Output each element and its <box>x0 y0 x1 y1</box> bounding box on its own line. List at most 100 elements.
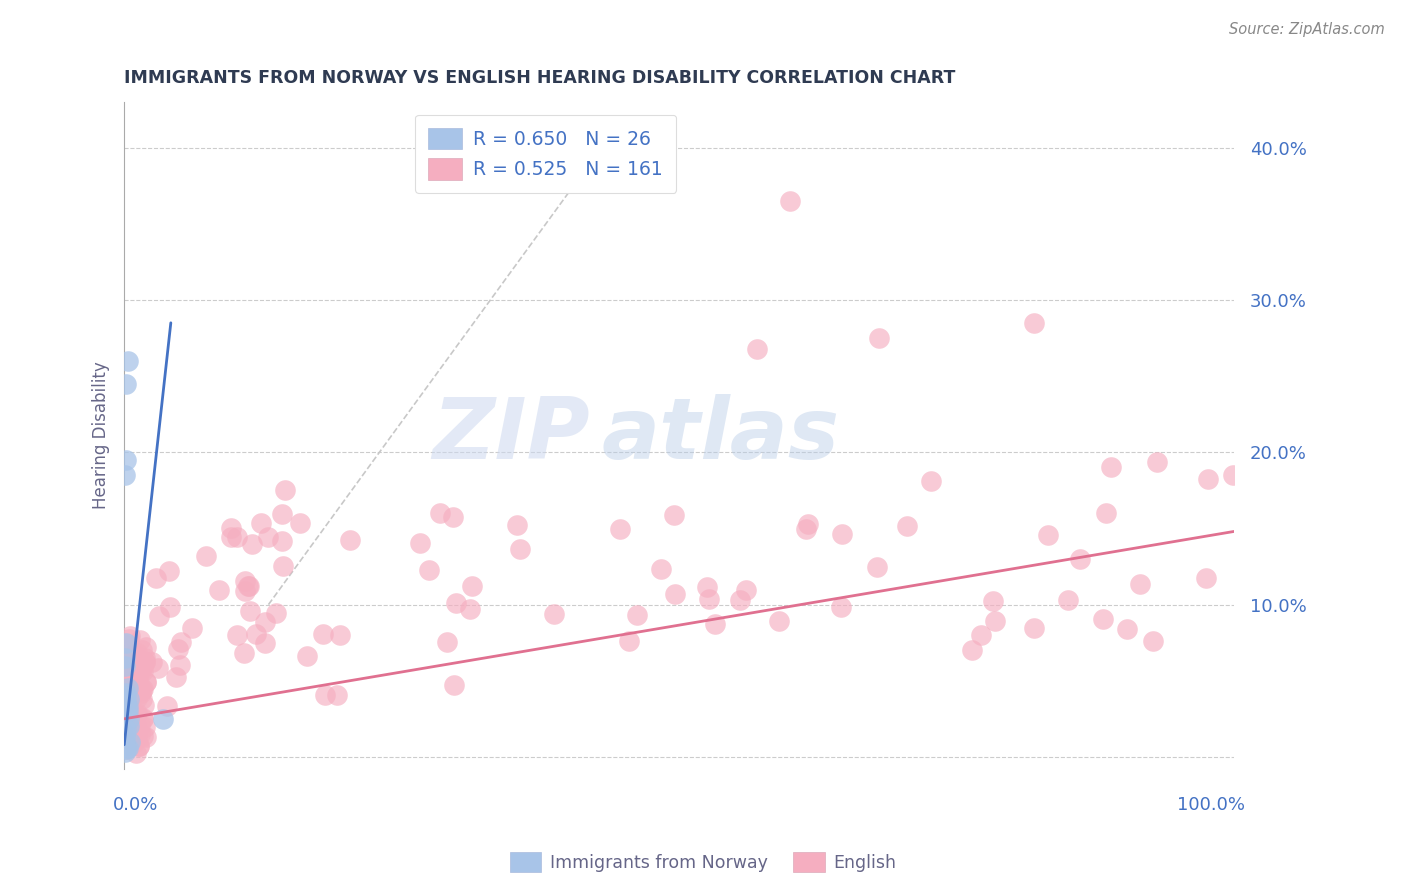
Point <box>446 596 468 610</box>
Point <box>120 629 142 643</box>
Point <box>118 653 141 667</box>
Point <box>120 724 142 739</box>
Point <box>253 636 276 650</box>
Point <box>219 521 242 535</box>
Point <box>796 516 818 531</box>
Point <box>920 474 942 488</box>
Point <box>132 681 155 696</box>
Point <box>117 704 139 718</box>
Point <box>121 713 143 727</box>
Point <box>114 735 136 749</box>
Point <box>865 560 887 574</box>
Point <box>121 736 143 750</box>
Point <box>461 579 484 593</box>
Point <box>125 719 148 733</box>
Legend: R = 0.650   N = 26, R = 0.525   N = 161: R = 0.650 N = 26, R = 0.525 N = 161 <box>415 115 676 193</box>
Point <box>132 664 155 678</box>
Point <box>626 607 648 622</box>
Point <box>650 562 672 576</box>
Point <box>115 635 138 649</box>
Point <box>1116 622 1139 636</box>
Point <box>124 732 146 747</box>
Point <box>181 621 204 635</box>
Point <box>169 658 191 673</box>
Point <box>135 730 157 744</box>
Point <box>124 665 146 680</box>
Text: ZIP: ZIP <box>433 394 591 477</box>
Point <box>1129 576 1152 591</box>
Point <box>314 688 336 702</box>
Point <box>326 688 349 702</box>
Point <box>117 706 139 720</box>
Point <box>117 699 139 714</box>
Point <box>148 609 170 624</box>
Point <box>970 627 993 641</box>
Point <box>157 564 180 578</box>
Point <box>120 674 142 689</box>
Point <box>768 615 790 629</box>
Point <box>238 604 260 618</box>
Point <box>129 727 152 741</box>
Point <box>233 574 256 588</box>
Point <box>118 665 141 680</box>
Point <box>114 738 136 752</box>
Point <box>830 600 852 615</box>
Point <box>114 745 136 759</box>
Point <box>609 522 631 536</box>
Point <box>238 578 260 592</box>
Point <box>219 530 242 544</box>
Point <box>728 593 751 607</box>
Point <box>207 583 229 598</box>
Y-axis label: Hearing Disability: Hearing Disability <box>93 361 110 509</box>
Point <box>117 681 139 696</box>
Point <box>115 686 138 700</box>
Point <box>134 651 156 665</box>
Point <box>125 691 148 706</box>
Point <box>118 692 141 706</box>
Point <box>127 665 149 679</box>
Point <box>441 510 464 524</box>
Point <box>115 717 138 731</box>
Point <box>128 676 150 690</box>
Text: IMMIGRANTS FROM NORWAY VS ENGLISH HEARING DISABILITY CORRELATION CHART: IMMIGRANTS FROM NORWAY VS ENGLISH HEARIN… <box>124 69 956 87</box>
Point <box>232 646 254 660</box>
Point <box>256 530 278 544</box>
Point <box>1094 506 1116 520</box>
Point <box>148 661 170 675</box>
Point <box>117 648 139 663</box>
Point <box>118 720 141 734</box>
Point <box>195 549 218 564</box>
Point <box>250 516 273 530</box>
Point <box>253 615 276 630</box>
Point <box>131 713 153 727</box>
Point <box>122 658 145 673</box>
Point <box>118 719 141 733</box>
Point <box>128 633 150 648</box>
Point <box>962 643 984 657</box>
Point <box>118 712 141 726</box>
Point <box>238 579 260 593</box>
Point <box>135 674 157 689</box>
Point <box>132 729 155 743</box>
Point <box>125 730 148 744</box>
Point <box>543 607 565 622</box>
Point <box>122 669 145 683</box>
Point <box>226 530 249 544</box>
Point <box>704 616 727 631</box>
Point <box>506 517 529 532</box>
Point <box>117 656 139 670</box>
Point <box>1142 633 1164 648</box>
Point <box>114 689 136 703</box>
Point <box>134 720 156 734</box>
Point <box>122 662 145 676</box>
Point <box>159 599 181 614</box>
Point <box>745 342 768 356</box>
Point <box>429 506 451 520</box>
Legend: Immigrants from Norway, English: Immigrants from Norway, English <box>503 845 903 879</box>
Point <box>984 614 1007 628</box>
Point <box>114 727 136 741</box>
Point <box>128 682 150 697</box>
Point <box>115 700 138 714</box>
Point <box>1069 551 1091 566</box>
Point <box>339 533 361 547</box>
